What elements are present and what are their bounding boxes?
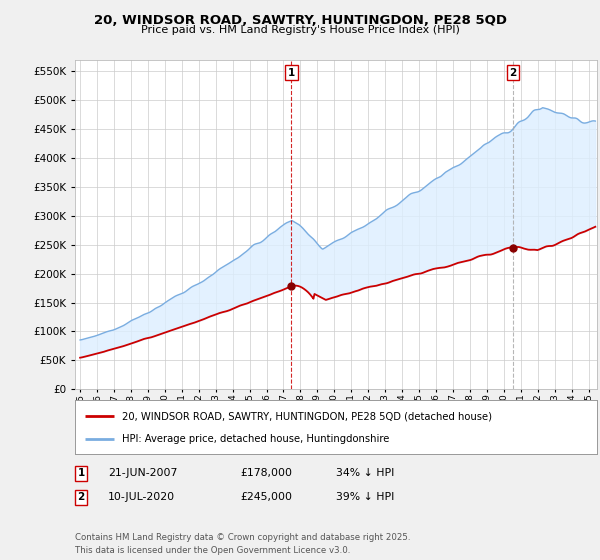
Text: Contains HM Land Registry data © Crown copyright and database right 2025.
This d: Contains HM Land Registry data © Crown c… [75,533,410,554]
Text: HPI: Average price, detached house, Huntingdonshire: HPI: Average price, detached house, Hunt… [122,433,389,444]
Text: 2: 2 [77,492,85,502]
Text: £178,000: £178,000 [240,468,292,478]
Text: 10-JUL-2020: 10-JUL-2020 [108,492,175,502]
Text: Price paid vs. HM Land Registry's House Price Index (HPI): Price paid vs. HM Land Registry's House … [140,25,460,35]
Text: 39% ↓ HPI: 39% ↓ HPI [336,492,394,502]
Text: 1: 1 [288,68,295,78]
Text: 2: 2 [509,68,517,78]
Text: 21-JUN-2007: 21-JUN-2007 [108,468,178,478]
Text: 20, WINDSOR ROAD, SAWTRY, HUNTINGDON, PE28 5QD: 20, WINDSOR ROAD, SAWTRY, HUNTINGDON, PE… [94,14,506,27]
Text: 34% ↓ HPI: 34% ↓ HPI [336,468,394,478]
Text: 1: 1 [77,468,85,478]
Text: 20, WINDSOR ROAD, SAWTRY, HUNTINGDON, PE28 5QD (detached house): 20, WINDSOR ROAD, SAWTRY, HUNTINGDON, PE… [122,412,492,421]
Text: £245,000: £245,000 [240,492,292,502]
